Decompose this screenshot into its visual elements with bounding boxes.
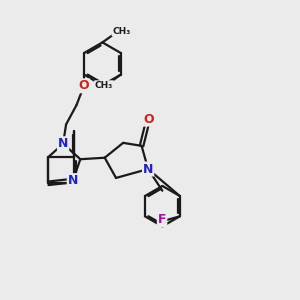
Text: N: N	[58, 137, 68, 150]
Text: O: O	[143, 112, 154, 126]
Text: N: N	[68, 174, 78, 187]
Text: CH₃: CH₃	[95, 81, 113, 90]
Text: CH₃: CH₃	[112, 27, 130, 36]
Text: O: O	[79, 79, 89, 92]
Text: N: N	[143, 163, 153, 176]
Text: F: F	[158, 213, 166, 226]
